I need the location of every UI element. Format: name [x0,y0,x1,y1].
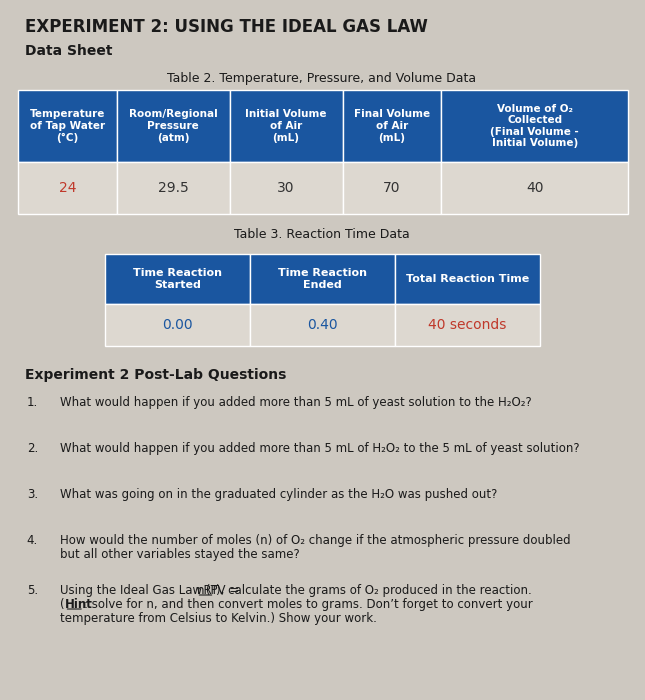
Bar [18,162,117,214]
Text: ), calculate the grams of O₂ produced in the reaction.: ), calculate the grams of O₂ produced in… [215,584,531,597]
Text: 0.00: 0.00 [162,318,193,332]
Text: 0.40: 0.40 [307,318,338,332]
Text: nRT: nRT [197,584,219,597]
Text: Experiment 2 Post-Lab Questions: Experiment 2 Post-Lab Questions [25,368,286,382]
Text: (: ( [60,598,64,611]
Bar [395,254,540,304]
Bar [250,304,395,346]
Text: 1.: 1. [26,396,38,409]
Text: Data Sheet: Data Sheet [25,44,112,58]
Text: but all other variables stayed the same?: but all other variables stayed the same? [60,548,300,561]
Text: : solve for n, and then convert moles to grams. Don’t forget to convert your: : solve for n, and then convert moles to… [84,598,533,611]
Text: Total Reaction Time: Total Reaction Time [406,274,529,284]
Bar [441,90,628,162]
Text: 30: 30 [277,181,295,195]
Text: Hint: Hint [64,598,92,611]
Text: What would happen if you added more than 5 mL of yeast solution to the H₂O₂?: What would happen if you added more than… [60,396,531,409]
Bar [342,162,441,214]
Text: Using the Ideal Gas Law (PV =: Using the Ideal Gas Law (PV = [60,584,243,597]
Bar [105,304,250,346]
Bar [230,162,342,214]
Text: EXPERIMENT 2: USING THE IDEAL GAS LAW: EXPERIMENT 2: USING THE IDEAL GAS LAW [25,18,428,36]
Text: 40 seconds: 40 seconds [428,318,507,332]
Text: 29.5: 29.5 [158,181,188,195]
Bar [395,304,540,346]
Bar [117,162,230,214]
Bar [230,90,342,162]
Text: 40: 40 [526,181,544,195]
Text: 70: 70 [383,181,401,195]
Bar [250,254,395,304]
Text: What would happen if you added more than 5 mL of H₂O₂ to the 5 mL of yeast solut: What would happen if you added more than… [60,442,580,455]
Text: temperature from Celsius to Kelvin.) Show your work.: temperature from Celsius to Kelvin.) Sho… [60,612,377,625]
Text: Initial Volume
of Air
(mL): Initial Volume of Air (mL) [245,109,327,143]
Bar [342,90,441,162]
Text: 3.: 3. [27,488,38,501]
Text: 5.: 5. [27,584,38,597]
Text: Room/Regional
Pressure
(atm): Room/Regional Pressure (atm) [129,109,217,143]
Text: What was going on in the graduated cylinder as the H₂O was pushed out?: What was going on in the graduated cylin… [60,488,497,501]
Text: Final Volume
of Air
(mL): Final Volume of Air (mL) [354,109,430,143]
Bar [441,162,628,214]
Bar [105,254,250,304]
Text: 4.: 4. [26,534,38,547]
Text: Time Reaction
Started: Time Reaction Started [133,268,222,290]
Text: Table 3. Reaction Time Data: Table 3. Reaction Time Data [234,228,410,241]
Text: How would the number of moles (n) of O₂ change if the atmospheric pressure doubl: How would the number of moles (n) of O₂ … [60,534,571,547]
Text: Time Reaction
Ended: Time Reaction Ended [278,268,367,290]
Text: 24: 24 [59,181,76,195]
Bar [117,90,230,162]
Text: Volume of O₂
Collected
(Final Volume -
Initial Volume): Volume of O₂ Collected (Final Volume - I… [490,104,579,148]
Bar [18,90,117,162]
Text: 2.: 2. [26,442,38,455]
Text: Table 2. Temperature, Pressure, and Volume Data: Table 2. Temperature, Pressure, and Volu… [168,72,477,85]
Text: Temperature
of Tap Water
(°C): Temperature of Tap Water (°C) [30,109,105,143]
